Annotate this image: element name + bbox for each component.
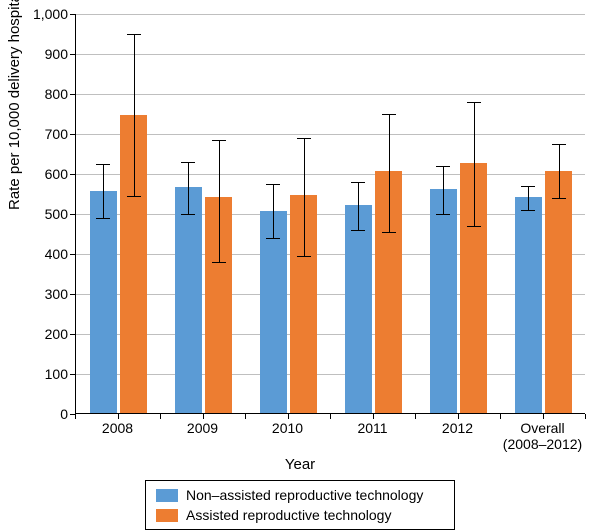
error-cap <box>96 218 110 219</box>
error-cap <box>521 210 535 211</box>
error-bar <box>358 182 359 230</box>
legend-item: Non–assisted reproductive technology <box>156 485 444 505</box>
error-cap <box>266 184 280 185</box>
error-bar <box>103 164 104 218</box>
y-tick-label: 600 <box>18 166 68 182</box>
error-cap <box>467 102 481 103</box>
error-cap <box>181 214 195 215</box>
bar <box>545 171 572 413</box>
gridline <box>76 374 585 375</box>
y-tick-label: 300 <box>18 286 68 302</box>
x-tick-mark <box>458 414 459 419</box>
error-cap <box>351 230 365 231</box>
error-cap <box>382 232 396 233</box>
x-tick-mark <box>75 414 76 419</box>
y-tick-label: 0 <box>18 406 68 422</box>
error-bar <box>474 102 475 226</box>
error-cap <box>266 238 280 239</box>
x-tick-label: 2012 <box>442 420 473 436</box>
bar <box>345 205 372 413</box>
plot-area <box>75 14 585 414</box>
gridline <box>76 14 585 15</box>
legend-swatch-icon <box>156 489 178 502</box>
error-bar <box>528 186 529 210</box>
error-cap <box>181 162 195 163</box>
error-cap <box>552 144 566 145</box>
x-tick-label: 2009 <box>187 420 218 436</box>
legend-label: Assisted reproductive technology <box>186 507 391 523</box>
x-tick-label: Overall(2008–2012) <box>503 420 582 452</box>
error-cap <box>297 256 311 257</box>
error-bar <box>559 144 560 198</box>
error-cap <box>212 140 226 141</box>
error-cap <box>127 196 141 197</box>
error-cap <box>521 186 535 187</box>
error-bar <box>304 138 305 256</box>
error-cap <box>351 182 365 183</box>
bar-chart: Rate per 10,000 delivery hospitalization… <box>0 0 600 531</box>
y-tick-label: 800 <box>18 86 68 102</box>
gridline <box>76 54 585 55</box>
error-bar <box>389 114 390 232</box>
bar <box>430 189 457 413</box>
x-tick-mark <box>585 414 586 419</box>
gridline <box>76 174 585 175</box>
gridline <box>76 94 585 95</box>
error-cap <box>127 34 141 35</box>
gridline <box>76 134 585 135</box>
x-tick-mark <box>330 414 331 419</box>
x-tick-mark <box>160 414 161 419</box>
gridline <box>76 254 585 255</box>
x-tick-label: 2008 <box>102 420 133 436</box>
x-tick-mark <box>415 414 416 419</box>
legend-label: Non–assisted reproductive technology <box>186 487 423 503</box>
error-cap <box>96 164 110 165</box>
error-bar <box>443 166 444 214</box>
gridline <box>76 214 585 215</box>
y-tick-label: 400 <box>18 246 68 262</box>
legend: Non–assisted reproductive technology Ass… <box>145 480 455 530</box>
y-tick-label: 200 <box>18 326 68 342</box>
x-tick-mark <box>500 414 501 419</box>
error-cap <box>467 226 481 227</box>
x-tick-mark <box>118 414 119 419</box>
error-bar <box>273 184 274 238</box>
x-tick-mark <box>288 414 289 419</box>
x-tick-label: 2010 <box>272 420 303 436</box>
bar <box>90 191 117 413</box>
legend-swatch-icon <box>156 509 178 522</box>
gridline <box>76 294 585 295</box>
x-tick-mark <box>543 414 544 419</box>
x-tick-mark <box>245 414 246 419</box>
error-bar <box>134 34 135 196</box>
gridline <box>76 334 585 335</box>
y-tick-label: 1,000 <box>18 6 68 22</box>
bar <box>515 197 542 413</box>
x-tick-mark <box>203 414 204 419</box>
x-axis-label: Year <box>0 456 600 473</box>
error-cap <box>382 114 396 115</box>
x-tick-label: 2011 <box>357 420 387 436</box>
error-cap <box>297 138 311 139</box>
y-tick-label: 700 <box>18 126 68 142</box>
error-cap <box>436 214 450 215</box>
bar <box>260 211 287 413</box>
y-tick-label: 100 <box>18 366 68 382</box>
error-cap <box>212 262 226 263</box>
error-bar <box>219 140 220 262</box>
y-tick-label: 900 <box>18 46 68 62</box>
error-cap <box>552 198 566 199</box>
legend-item: Assisted reproductive technology <box>156 505 444 525</box>
y-tick-label: 500 <box>18 206 68 222</box>
x-tick-mark <box>373 414 374 419</box>
error-bar <box>188 162 189 214</box>
error-cap <box>436 166 450 167</box>
bar <box>175 187 202 413</box>
